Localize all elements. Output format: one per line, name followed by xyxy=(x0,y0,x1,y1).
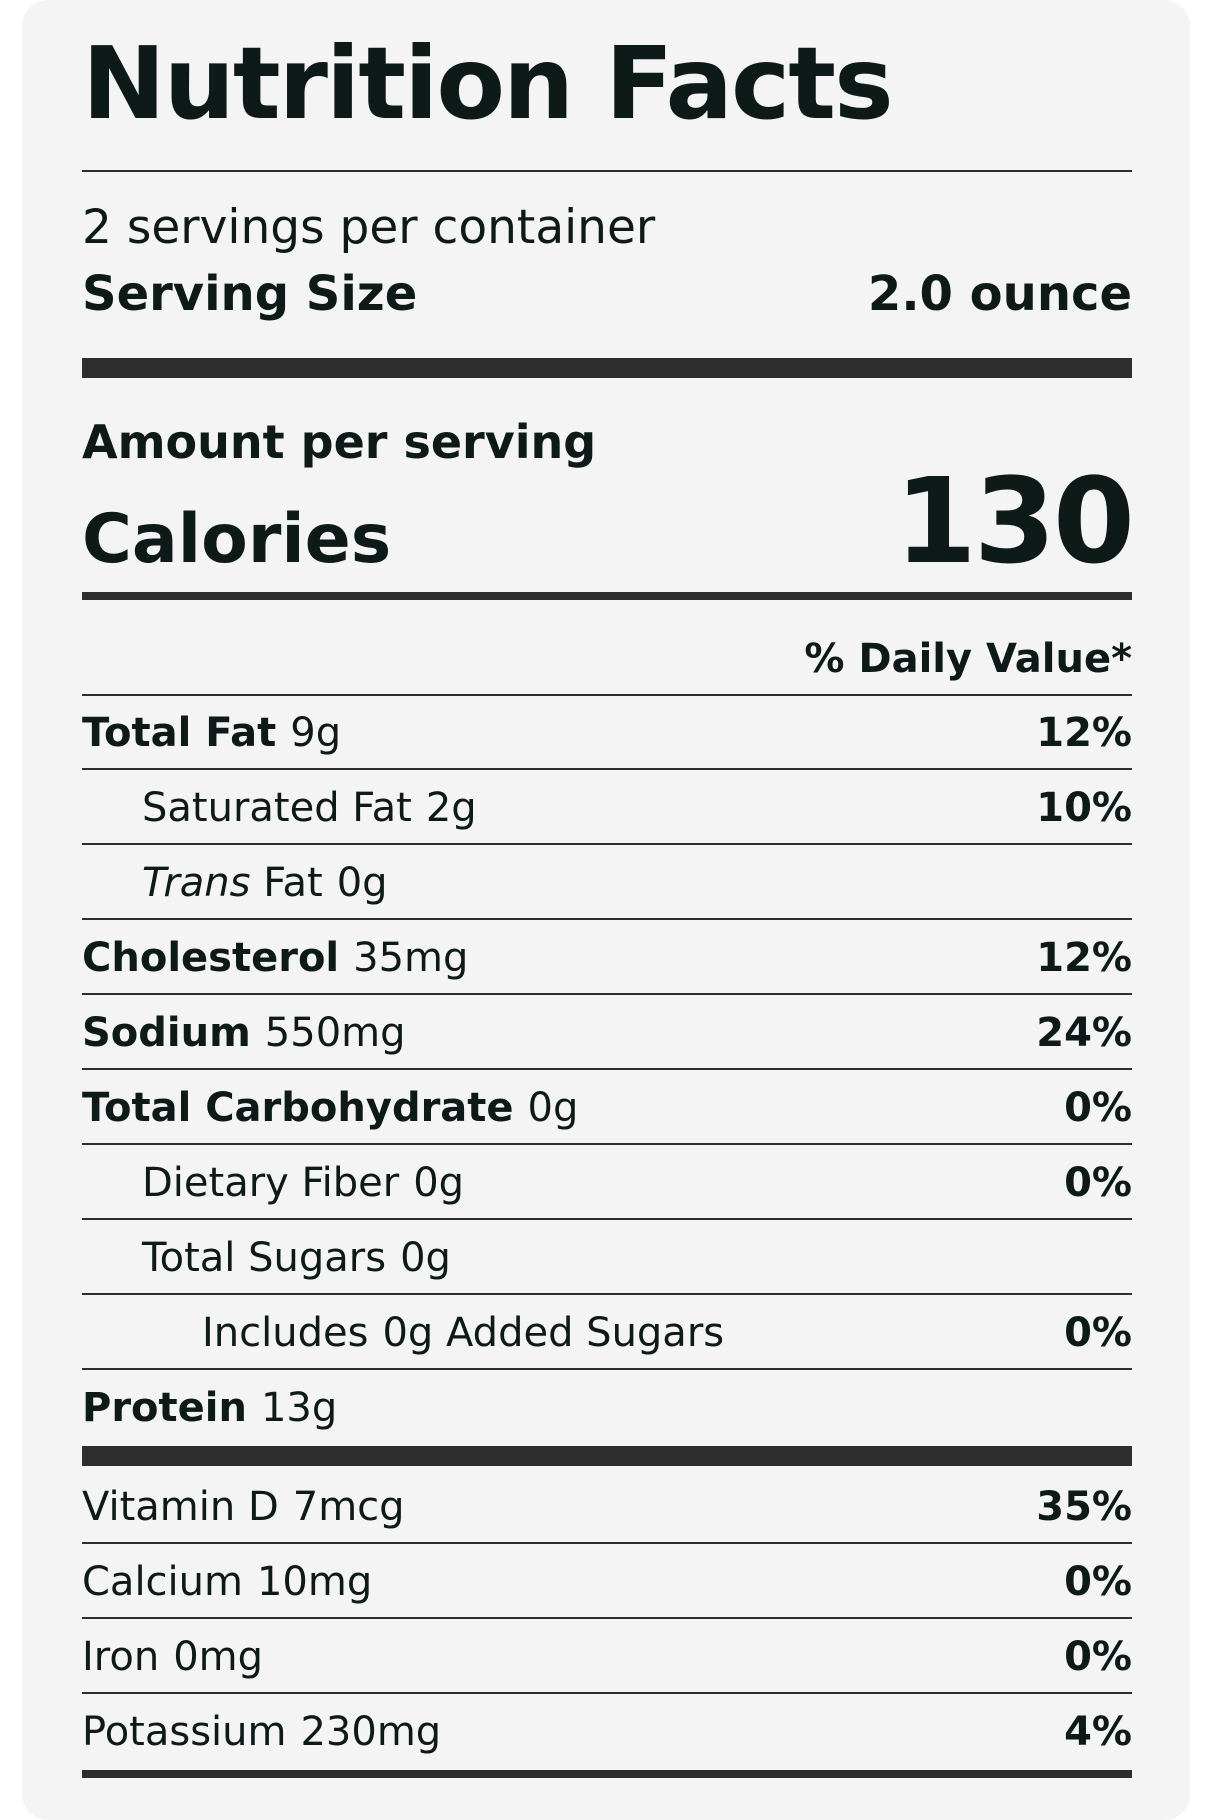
vitamin-daily-value: 4% xyxy=(1064,1709,1132,1755)
nutrient-name: Dietary Fiber xyxy=(142,1160,400,1206)
calories-divider xyxy=(82,592,1132,600)
nutrient-amount: 0g xyxy=(382,1310,434,1356)
calories-value: 130 xyxy=(894,452,1135,590)
vitamin-row-iron: Iron 0mg 0% xyxy=(82,1620,1132,1694)
vitamin-amount: 10mg xyxy=(256,1559,373,1605)
nutrient-row-added-sugars: Includes 0g Added Sugars 0% xyxy=(82,1296,1132,1370)
row-divider xyxy=(82,1617,1132,1619)
nutrient-name: Total Fat xyxy=(82,710,277,756)
nutrient-name: Saturated Fat xyxy=(142,785,412,831)
nutrient-row-protein: Protein 13g xyxy=(82,1371,1132,1445)
serving-size-row: Serving Size 2.0 ounce xyxy=(82,266,1132,322)
nutrient-name: Fat xyxy=(263,860,323,906)
row-divider xyxy=(82,1218,1132,1220)
row-divider xyxy=(82,1368,1132,1370)
vitamin-row-potassium: Potassium 230mg 4% xyxy=(82,1695,1132,1769)
nutrient-name: Total Carbohydrate xyxy=(82,1085,514,1131)
vitamin-name: Calcium xyxy=(82,1559,243,1605)
vitamin-amount: 7mcg xyxy=(292,1484,405,1530)
nutrient-name: Protein xyxy=(82,1385,247,1431)
nutrient-name: Cholesterol xyxy=(82,935,340,981)
calories-label: Calories xyxy=(82,500,392,579)
row-divider xyxy=(82,843,1132,845)
row-divider xyxy=(82,1143,1132,1145)
daily-value-header: % Daily Value* xyxy=(804,636,1132,682)
nutrient-name: Sodium xyxy=(82,1010,251,1056)
nutrient-name-italic: Trans xyxy=(142,860,251,906)
calories-row: Calories 130 xyxy=(82,452,1135,590)
row-divider xyxy=(82,993,1132,995)
nutrient-amount: 0g xyxy=(336,860,388,906)
serving-divider xyxy=(82,358,1132,378)
nutrient-row-sodium: Sodium 550mg 24% xyxy=(82,996,1132,1070)
nutrition-panel-background xyxy=(22,0,1190,1820)
nutrient-row-total-sugars: Total Sugars 0g xyxy=(82,1221,1132,1295)
nutrient-amount: 0g xyxy=(400,1235,451,1281)
vitamin-daily-value: 35% xyxy=(1036,1484,1132,1530)
protein-divider xyxy=(82,1446,1132,1466)
row-divider xyxy=(82,1293,1132,1295)
nutrient-daily-value: 0% xyxy=(1064,1085,1132,1131)
vitamin-amount: 0mg xyxy=(173,1634,263,1680)
nutrient-daily-value: 10% xyxy=(1036,785,1132,831)
vitamin-name: Vitamin D xyxy=(82,1484,279,1530)
row-divider xyxy=(82,768,1132,770)
nutrient-amount: 35mg xyxy=(353,935,469,981)
nutrient-row-cholesterol: Cholesterol 35mg 12% xyxy=(82,921,1132,995)
vitamin-name: Potassium xyxy=(82,1709,287,1755)
nutrient-name-suffix: Added Sugars xyxy=(446,1310,725,1356)
servings-row: 2 servings per container xyxy=(82,200,1132,255)
row-divider xyxy=(82,1068,1132,1070)
nutrient-amount: 0g xyxy=(413,1160,465,1206)
servings-per-container: 2 servings per container xyxy=(82,200,656,255)
row-divider xyxy=(82,918,1132,920)
nutrient-row-trans-fat: Trans Fat 0g xyxy=(82,846,1132,920)
label-title: Nutrition Facts xyxy=(82,25,894,142)
nutrient-name: Includes xyxy=(202,1310,369,1356)
vitamin-daily-value: 0% xyxy=(1064,1634,1132,1680)
vitamin-row-vitamin-d: Vitamin D 7mcg 35% xyxy=(82,1470,1132,1544)
nutrient-name: Total Sugars xyxy=(142,1235,387,1281)
nutrient-daily-value: 12% xyxy=(1036,935,1132,981)
vitamin-amount: 230mg xyxy=(300,1709,442,1755)
serving-size-label: Serving Size xyxy=(82,266,418,322)
row-divider xyxy=(82,1542,1132,1544)
nutrient-daily-value: 12% xyxy=(1036,710,1132,756)
row-divider xyxy=(82,1692,1132,1694)
nutrient-row-dietary-fiber: Dietary Fiber 0g 0% xyxy=(82,1146,1132,1220)
nutrient-row-saturated-fat: Saturated Fat 2g 10% xyxy=(82,771,1132,845)
nutrient-amount: 550mg xyxy=(264,1010,406,1056)
vitamin-daily-value: 0% xyxy=(1064,1559,1132,1605)
nutrient-daily-value: 0% xyxy=(1064,1160,1132,1206)
vitamin-name: Iron xyxy=(82,1634,160,1680)
serving-size-value: 2.0 ounce xyxy=(867,266,1132,322)
daily-value-header-row: % Daily Value* xyxy=(82,636,1132,682)
nutrient-amount: 13g xyxy=(260,1385,338,1431)
vitamin-row-calcium: Calcium 10mg 0% xyxy=(82,1545,1132,1619)
nutrient-amount: 2g xyxy=(425,785,477,831)
nutrient-daily-value: 0% xyxy=(1064,1310,1132,1356)
title-divider xyxy=(82,170,1132,172)
nutrient-amount: 9g xyxy=(290,710,342,756)
nutrient-amount: 0g xyxy=(527,1085,579,1131)
amount-per-serving: Amount per serving xyxy=(82,415,597,469)
nutrient-daily-value: 24% xyxy=(1036,1010,1132,1056)
nutrient-row-total-fat: Total Fat 9g 12% xyxy=(82,696,1132,770)
nutrient-row-total-carbohydrate: Total Carbohydrate 0g 0% xyxy=(82,1071,1132,1145)
daily-value-divider xyxy=(82,694,1132,696)
bottom-divider xyxy=(82,1770,1132,1778)
